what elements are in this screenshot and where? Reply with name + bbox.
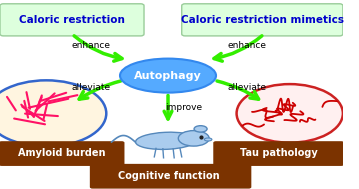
FancyBboxPatch shape [0, 141, 125, 166]
FancyBboxPatch shape [90, 164, 251, 189]
FancyBboxPatch shape [0, 4, 144, 36]
FancyBboxPatch shape [182, 4, 343, 36]
Text: alleviate: alleviate [71, 83, 111, 92]
Text: enhance: enhance [71, 41, 110, 50]
Text: Tau pathology: Tau pathology [240, 148, 318, 158]
Text: alleviate: alleviate [227, 83, 266, 92]
Text: Amyloid burden: Amyloid burden [18, 148, 106, 158]
FancyBboxPatch shape [213, 141, 344, 166]
Ellipse shape [204, 138, 212, 141]
Text: Autophagy: Autophagy [134, 71, 202, 81]
Ellipse shape [178, 131, 209, 146]
Text: Caloric restriction mimetics: Caloric restriction mimetics [181, 15, 344, 25]
Text: enhance: enhance [227, 41, 266, 50]
Ellipse shape [120, 59, 216, 93]
Text: improve: improve [165, 103, 202, 112]
Text: Cognitive function: Cognitive function [118, 171, 220, 181]
Text: Caloric restriction: Caloric restriction [19, 15, 125, 25]
Ellipse shape [194, 126, 207, 132]
Ellipse shape [136, 132, 197, 149]
Circle shape [0, 80, 106, 146]
Circle shape [237, 84, 343, 143]
